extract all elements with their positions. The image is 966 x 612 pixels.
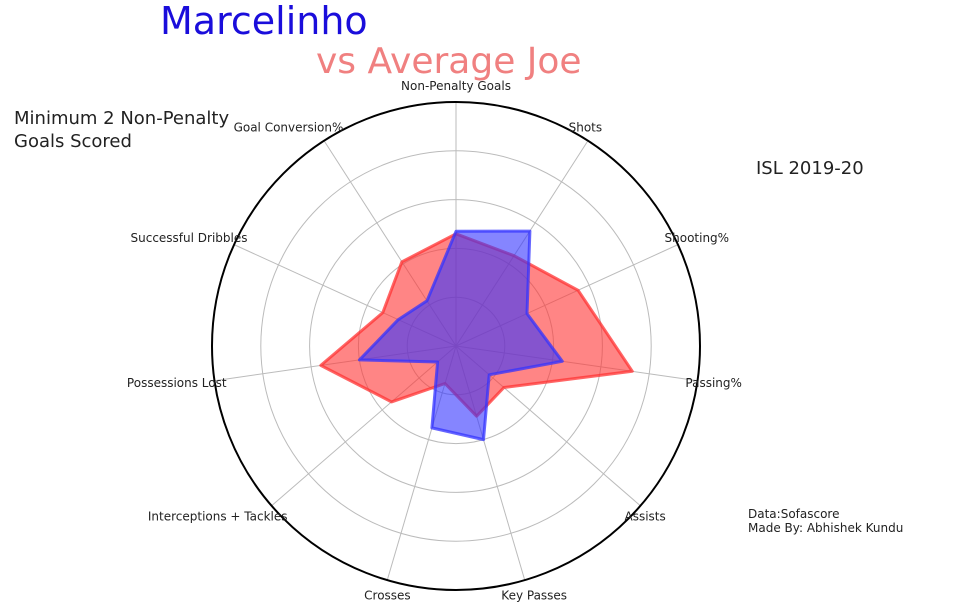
subtitle-line-1: Minimum 2 Non-Penalty [14, 108, 229, 129]
series-layer [319, 229, 634, 442]
axis-label-layer: Non-Penalty Goals Shots Shooting% Passing% A… [127, 79, 742, 603]
axis-label: Passing% [685, 376, 742, 390]
axis-label: Interceptions + Tackles [148, 509, 288, 523]
credit-author: Made By: Abhishek Kundu [748, 521, 903, 535]
credit-source: Data:Sofascore [748, 507, 839, 521]
season-label: ISL 2019-20 [756, 158, 864, 179]
subtitle-line-2: Goals Scored [14, 131, 132, 152]
axis-label: Possessions Lost [127, 376, 227, 390]
chart-title-compare: vs Average Joe [316, 41, 582, 82]
axis-label: Successful Dribbles [131, 231, 248, 245]
axis-label: Goal Conversion% [234, 120, 344, 134]
axis-label: Assists [625, 509, 666, 523]
axis-label: Shooting% [665, 231, 730, 245]
chart-title: Marcelinho [160, 0, 368, 43]
axis-label: Crosses [364, 589, 411, 603]
series-marcelinho-area [357, 229, 564, 442]
axis-label: Shots [569, 120, 603, 134]
axis-label: Key Passes [501, 589, 567, 603]
axis-label: Non-Penalty Goals [401, 79, 511, 93]
outer-frame [211, 101, 701, 591]
